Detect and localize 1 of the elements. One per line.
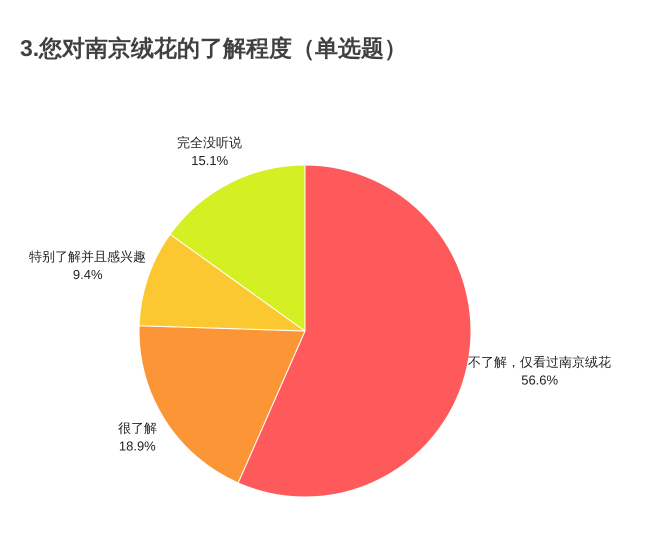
title: 3.您对南京绒花的了解程度（单选题）: [20, 35, 408, 61]
